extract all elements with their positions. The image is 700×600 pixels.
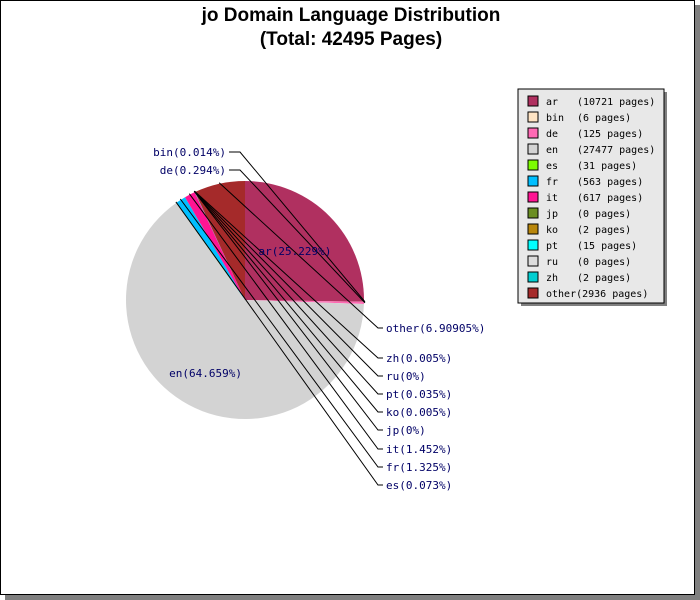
pie-slices <box>125 181 365 420</box>
legend-code-other: other(2936 pages) <box>546 289 648 300</box>
slice-label-pt: pt(0.035%) <box>386 388 452 401</box>
slice-label-ar: ar(25.229%) <box>258 245 331 258</box>
legend-swatch-ar <box>527 95 539 107</box>
slice-label-en: en(64.659%) <box>169 367 242 380</box>
pie-slice-pt <box>194 192 245 300</box>
legend-code-es: es <box>546 161 558 172</box>
legend-swatch-ko <box>527 223 539 235</box>
legend-code-de: de <box>546 129 558 140</box>
legend-code-fr: fr <box>546 177 558 188</box>
legend-code-pt: pt <box>546 241 558 252</box>
leader-line-es <box>175 201 383 486</box>
legend-swatch-en <box>527 143 539 155</box>
legend-swatch-pt <box>527 239 539 251</box>
slice-label-ru: ru(0%) <box>386 370 426 383</box>
legend-swatch-other <box>527 287 539 299</box>
legend-value-fr: (563 pages) <box>577 177 643 188</box>
legend-swatch-jp <box>527 207 539 219</box>
legend-code-ko: ko <box>546 225 558 236</box>
legend-swatch-it <box>527 191 539 203</box>
legend-value-zh: (2 pages) <box>577 273 631 284</box>
chart-title-block: jo Domain Language Distribution (Total: … <box>1 4 694 52</box>
slice-label-jp: jp(0%) <box>386 424 426 437</box>
leader-line-zh <box>194 190 383 359</box>
legend-swatch-zh <box>527 271 539 283</box>
legend-code-it: it <box>546 193 558 204</box>
leader-line-de <box>229 169 366 304</box>
legend-code-ru: ru <box>546 257 558 268</box>
pie-slice-ar <box>245 181 365 302</box>
legend-value-ru: (0 pages) <box>577 257 631 268</box>
legend-value-it: (617 pages) <box>577 193 643 204</box>
leader-line-bin <box>229 151 366 303</box>
legend-box <box>517 88 665 304</box>
leader-line-pt <box>194 190 383 395</box>
pie-slice-ko <box>194 192 245 300</box>
chart-subtitle: (Total: 42495 Pages) <box>259 29 443 50</box>
pie-slice-en <box>125 202 364 420</box>
legend-code-jp: jp <box>546 209 558 220</box>
legend-value-ar: (10721 pages) <box>577 97 655 108</box>
leader-line-fr <box>179 198 383 468</box>
leader-line-ko <box>193 190 383 413</box>
legend-value-bin: (6 pages) <box>577 113 631 124</box>
legend-value-pt: (15 pages) <box>577 241 637 252</box>
leader-line-jp <box>193 190 383 431</box>
legend-value-de: (125 pages) <box>577 129 643 140</box>
legend-value-es: (31 pages) <box>577 161 637 172</box>
legend-swatch-bin <box>527 111 539 123</box>
legend-code-en: en <box>546 145 558 156</box>
legend-swatch-de <box>527 127 539 139</box>
leader-line-ru <box>194 190 383 377</box>
legend-swatch-ru <box>527 255 539 267</box>
leader-lines <box>175 151 383 486</box>
legend-value-jp: (0 pages) <box>577 209 631 220</box>
slice-label-it: it(1.452%) <box>386 443 452 456</box>
leader-line-it <box>188 193 383 450</box>
slice-label-other: other(6.90905%) <box>386 322 485 335</box>
legend-swatch-fr <box>527 175 539 187</box>
slice-label-es: es(0.073%) <box>386 479 452 492</box>
legend-swatch-es <box>527 159 539 171</box>
legend-code-ar: ar <box>546 97 558 108</box>
legend-value-ko: (2 pages) <box>577 225 631 236</box>
slice-label-bin: bin(0.014%) <box>153 146 226 159</box>
legend-code-zh: zh <box>546 273 558 284</box>
slice-labels: ar(25.229%) bin(0.014%) de(0.294%) en(64.65… <box>153 146 485 492</box>
slice-label-zh: zh(0.005%) <box>386 352 452 365</box>
legend: ar (10721 pages) bin (6 pages) de (125 pages)… <box>517 88 667 306</box>
slice-label-ko: ko(0.005%) <box>386 406 452 419</box>
leader-line-other <box>218 182 383 329</box>
chart-title: jo Domain Language Distribution <box>201 5 501 26</box>
legend-value-en: (27477 pages) <box>577 145 655 156</box>
slice-label-fr: fr(1.325%) <box>386 461 452 474</box>
slice-label-de: de(0.294%) <box>160 164 226 177</box>
legend-code-bin: bin <box>546 113 564 124</box>
